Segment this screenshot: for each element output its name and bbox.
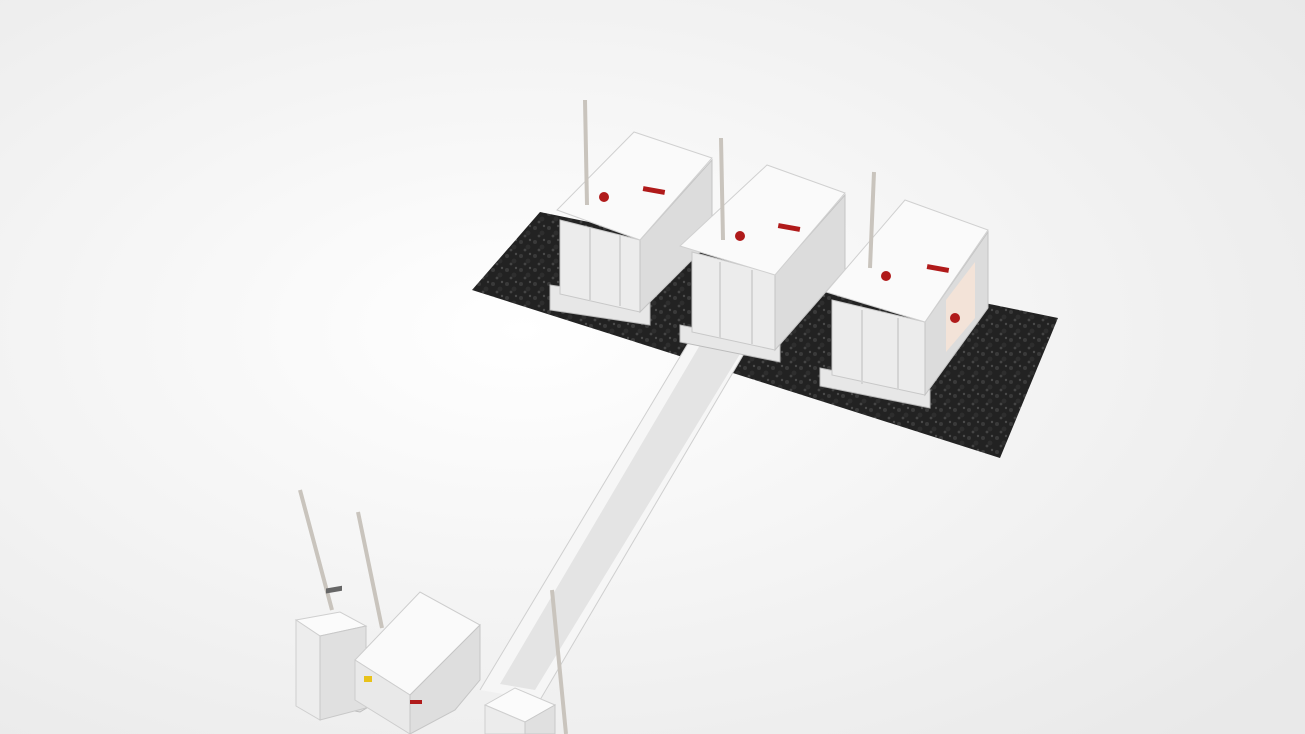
storage-tank-3 (819, 171, 989, 409)
pipe-trench (479, 339, 746, 701)
fuel-dispenser-right (483, 589, 568, 734)
dispenser-canopy (354, 591, 481, 734)
storage-tank-2 (679, 137, 846, 363)
